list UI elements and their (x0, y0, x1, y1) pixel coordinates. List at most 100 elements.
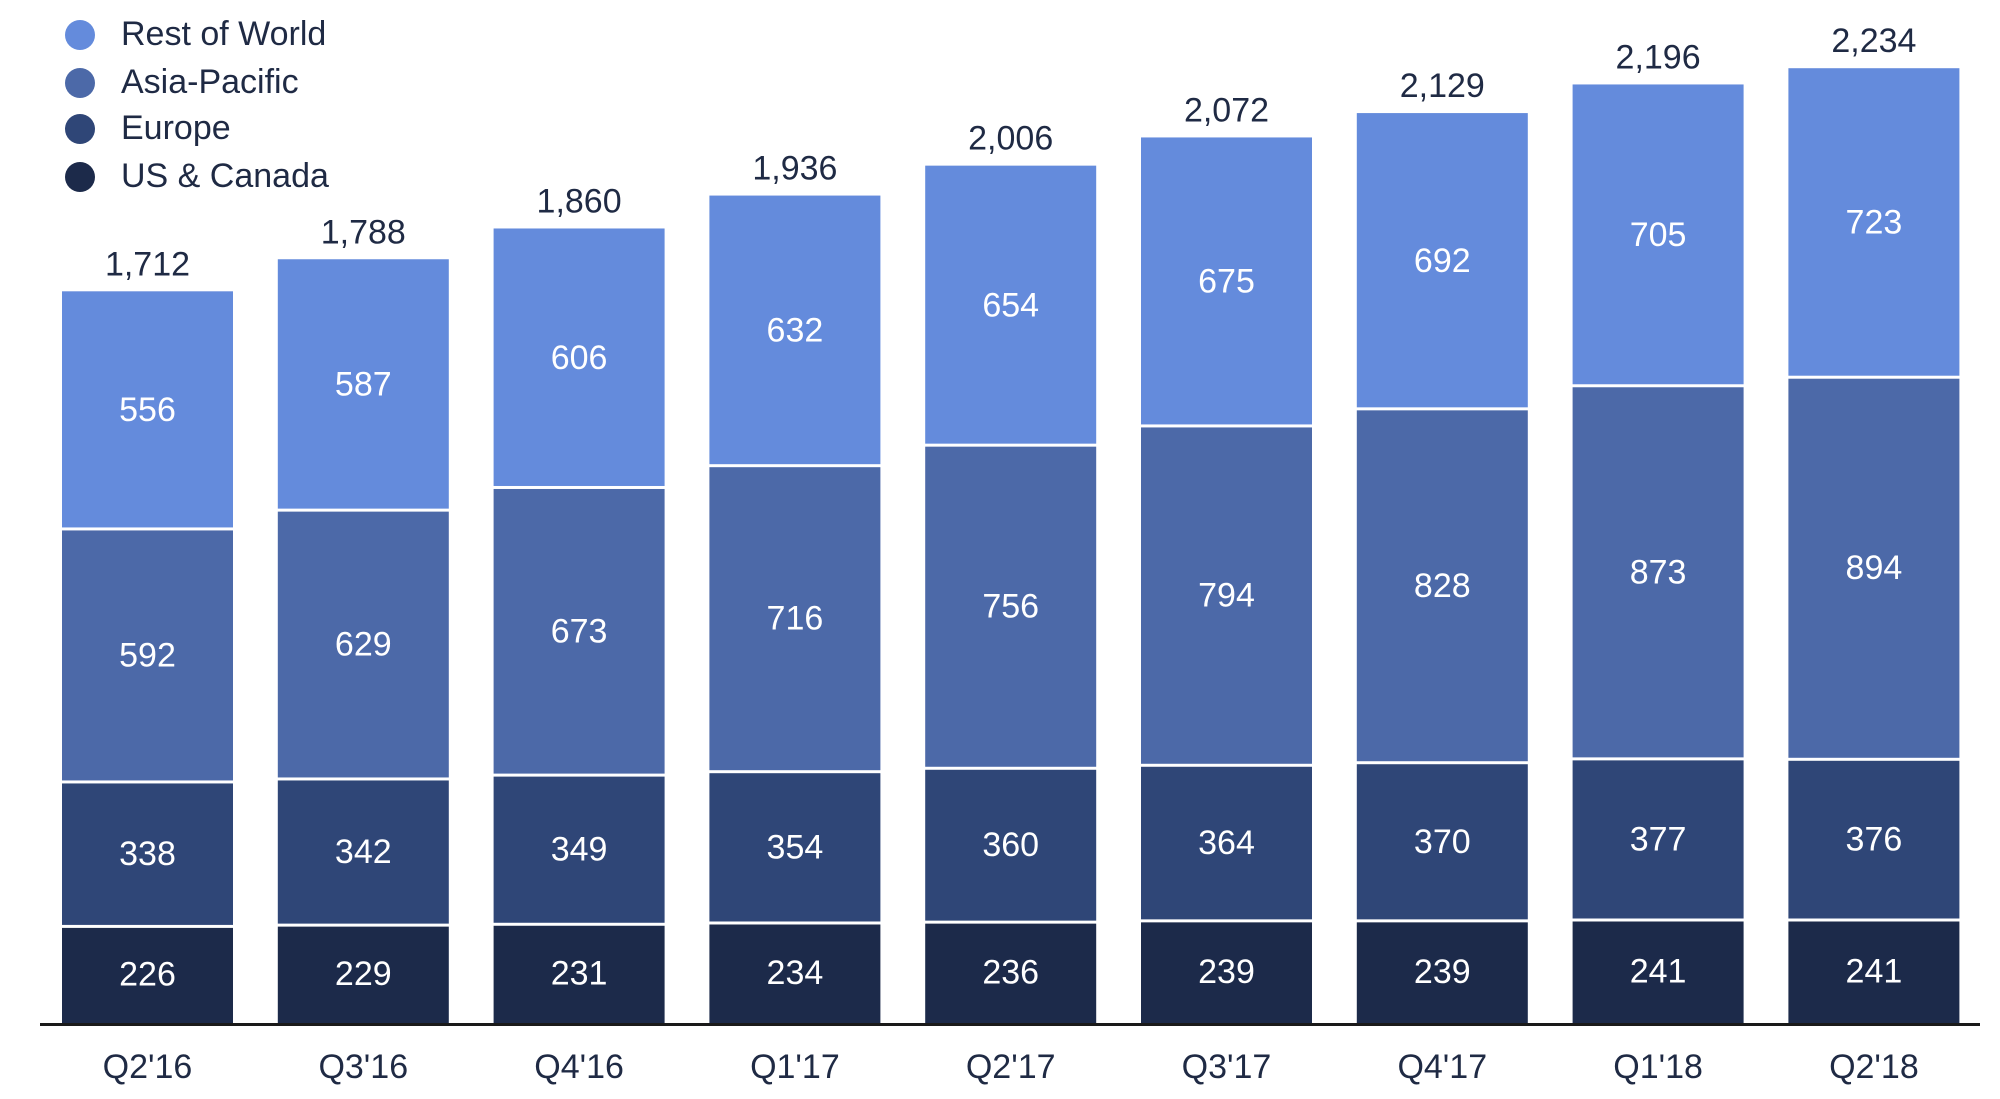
x-tick-label: Q2'16 (103, 1048, 193, 1086)
legend-swatch (65, 20, 95, 50)
data-label: 349 (551, 831, 608, 869)
data-label: 675 (1198, 263, 1255, 301)
x-tick-label: Q4'16 (534, 1048, 624, 1086)
legend-label: Rest of World (121, 15, 326, 53)
bar-segment (1788, 921, 1960, 1023)
total-label: 1,712 (105, 245, 190, 283)
bar-segment (1356, 410, 1528, 762)
bar-segment (277, 926, 449, 1023)
bar-segment (1788, 68, 1960, 376)
data-label: 338 (119, 835, 176, 873)
total-label: 2,234 (1831, 22, 1916, 60)
data-label: 229 (335, 955, 392, 993)
x-axis: Q2'16 Q3'16 Q4'16 Q1'17 Q2'17 Q3'17 Q4'17 Q1'18… (40, 1023, 1980, 1086)
total-label: 2,072 (1184, 91, 1269, 129)
data-label: 894 (1846, 549, 1903, 587)
legend-item: Asia-Pacific (65, 63, 299, 101)
data-label: 873 (1630, 553, 1687, 591)
data-label: 241 (1630, 952, 1687, 990)
bar-segment (1788, 378, 1960, 758)
bar-segment (1141, 137, 1312, 425)
total-label: 2,006 (968, 120, 1053, 158)
bar-segment (62, 530, 233, 781)
totals-group: 1,712 1,788 1,860 1,936 2,006 2,072 2,129 2,196… (105, 22, 1916, 283)
bars-group: 226 338 592 556 229 342 629 587 231 349 673 606 234 3… (62, 68, 1960, 1023)
data-label: 556 (119, 391, 176, 429)
x-tick-label: Q1'17 (750, 1048, 840, 1086)
data-label: 236 (982, 954, 1039, 992)
legend-swatch (65, 114, 95, 144)
legend-swatch (65, 162, 95, 192)
data-label: 364 (1198, 824, 1255, 862)
bar-segment (1788, 760, 1960, 919)
x-tick-label: Q2'17 (966, 1048, 1056, 1086)
x-tick-label: Q3'16 (318, 1048, 408, 1086)
bar-segment (925, 769, 1097, 921)
legend-swatch (65, 68, 95, 98)
bar-segment (1356, 922, 1528, 1023)
bar-segment (709, 195, 881, 465)
data-label: 239 (1198, 953, 1255, 991)
bar-segment (277, 259, 449, 509)
data-label: 828 (1414, 567, 1471, 605)
legend-label: US & Canada (121, 157, 329, 195)
total-label: 2,196 (1616, 38, 1701, 76)
data-label: 692 (1414, 242, 1471, 280)
legend-label: Europe (121, 109, 231, 147)
legend-label: Asia-Pacific (121, 63, 299, 101)
legend-item: Europe (65, 109, 231, 147)
bar-segment (62, 783, 233, 925)
data-label: 370 (1414, 823, 1471, 861)
total-label: 1,788 (321, 213, 406, 251)
data-label: 234 (767, 954, 824, 992)
data-label: 342 (335, 833, 392, 871)
total-label: 1,860 (537, 182, 622, 220)
data-label: 354 (767, 828, 824, 866)
data-label: 376 (1846, 821, 1903, 859)
total-label: 1,936 (752, 150, 837, 188)
bar-segment (925, 165, 1097, 444)
data-label: 794 (1198, 577, 1255, 615)
bar-segment (1141, 427, 1312, 764)
bar-segment (277, 780, 449, 924)
data-label: 360 (982, 826, 1039, 864)
bar-segment (1572, 84, 1744, 385)
bar-segment (925, 923, 1097, 1023)
x-tick-label: Q1'18 (1613, 1048, 1703, 1086)
data-label: 654 (982, 286, 1039, 324)
legend-item: US & Canada (65, 157, 329, 195)
data-label: 606 (551, 339, 608, 377)
data-label: 231 (551, 955, 608, 993)
x-tick-label: Q2'18 (1829, 1048, 1919, 1086)
bar-segment (709, 467, 881, 771)
bar-segment (1141, 766, 1312, 920)
legend: Rest of World Asia-Pacific Europe US & Cana… (65, 15, 329, 195)
bar-segment (493, 925, 665, 1023)
bar-segment (493, 488, 665, 774)
bar-segment (1572, 387, 1744, 758)
x-tick-label: Q3'17 (1182, 1048, 1272, 1086)
data-label: 723 (1846, 204, 1903, 242)
data-label: 756 (982, 588, 1039, 626)
bar-segment (493, 228, 665, 486)
data-label: 673 (551, 612, 608, 650)
bar-segment (62, 291, 233, 528)
data-label: 705 (1630, 216, 1687, 254)
data-label: 587 (335, 366, 392, 404)
data-label: 629 (335, 626, 392, 664)
total-label: 2,129 (1400, 67, 1485, 105)
bar-segment (709, 773, 881, 922)
bar-segment (1356, 113, 1528, 408)
x-tick-label: Q4'17 (1397, 1048, 1487, 1086)
bar-segment (277, 511, 449, 778)
data-label: 632 (767, 312, 824, 350)
bar-segment (1572, 760, 1744, 919)
bar-segment (709, 924, 881, 1023)
legend-item: Rest of World (65, 15, 326, 53)
data-label: 226 (119, 956, 176, 994)
bar-segment (1141, 922, 1312, 1023)
bar-segment (925, 446, 1097, 767)
data-label: 592 (119, 636, 176, 674)
bar-segment (62, 927, 233, 1023)
